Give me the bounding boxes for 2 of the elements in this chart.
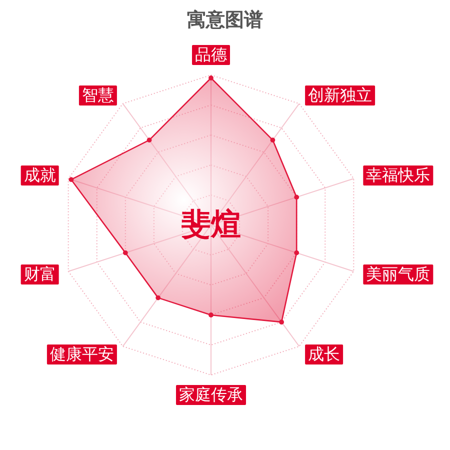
chart-title: 寓意图谱 <box>187 9 263 31</box>
text: 斐煊 <box>181 207 241 242</box>
